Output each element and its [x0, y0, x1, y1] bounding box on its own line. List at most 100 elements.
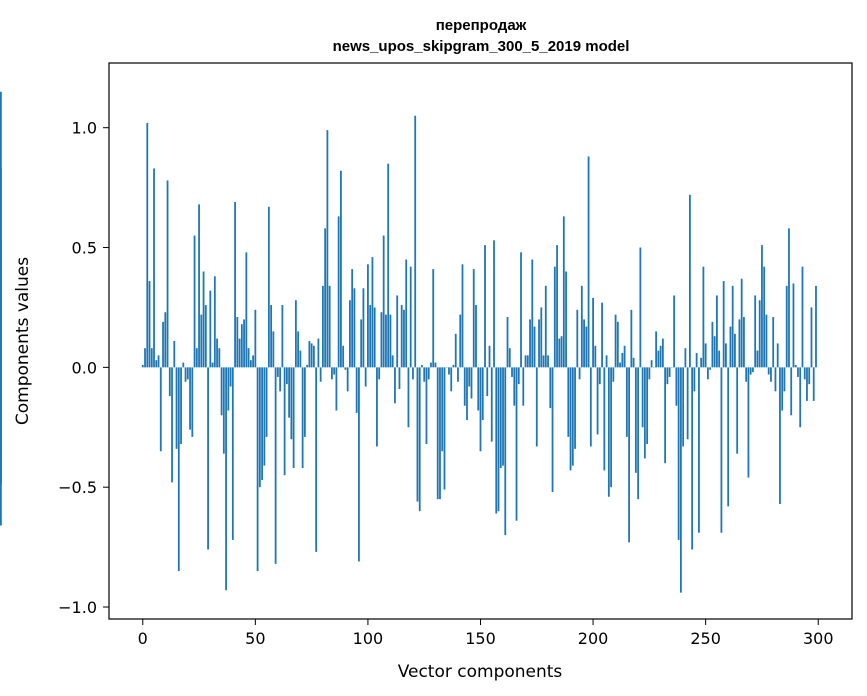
bar-215	[625, 367, 628, 437]
bar-193	[576, 309, 579, 368]
bar-142	[461, 264, 464, 368]
bar-190	[569, 367, 572, 471]
bar-125	[423, 367, 426, 382]
bar-48	[249, 360, 252, 368]
bar-234	[668, 367, 671, 377]
bar-256	[718, 350, 721, 368]
bar-73	[306, 364, 309, 368]
bar-255	[716, 295, 718, 368]
bar-291	[797, 367, 799, 377]
bar-223	[643, 367, 646, 459]
bar-137	[450, 367, 453, 392]
bar-85	[333, 367, 336, 375]
bar-202	[596, 367, 599, 435]
chart-title: перепродаж	[436, 17, 527, 34]
bar-83	[328, 285, 331, 368]
bar-110	[389, 314, 392, 368]
bar-240	[682, 367, 685, 447]
bar-230	[659, 345, 662, 368]
bar-112	[394, 367, 396, 404]
bar-56	[267, 206, 270, 368]
bar-263	[734, 333, 736, 368]
y-tick-label: 0.5	[72, 239, 97, 258]
bar-226	[650, 360, 653, 368]
bar-121	[414, 115, 417, 368]
bar-3	[148, 281, 151, 368]
bar-55	[265, 367, 268, 437]
bar-94	[353, 288, 356, 368]
bar-179	[544, 285, 547, 368]
y-tick-label: 1.0	[72, 119, 97, 138]
bar-233	[666, 367, 669, 385]
bar-67	[292, 367, 295, 469]
bar-101	[369, 305, 372, 368]
bar-96	[358, 367, 360, 562]
y-tick-label: −0.5	[58, 478, 97, 497]
bar-261	[729, 326, 732, 368]
bar-29	[207, 367, 209, 550]
bar-168	[520, 252, 522, 368]
bar-26	[200, 314, 203, 368]
bar-28	[204, 305, 207, 368]
bar-undefined	[0, 367, 2, 483]
x-tick-label: 200	[578, 629, 609, 648]
bar-14	[173, 341, 176, 368]
x-tick-label: 300	[803, 629, 834, 648]
bar-212	[619, 362, 621, 368]
bar-62	[281, 305, 284, 368]
bar-133	[441, 367, 444, 452]
bar-273	[756, 350, 759, 368]
bar-250	[704, 343, 707, 368]
bar-103	[373, 307, 376, 368]
bar-156	[493, 240, 495, 368]
bar-229	[657, 350, 660, 368]
bar-93	[351, 269, 354, 368]
bar-44	[240, 324, 243, 368]
bar-23	[193, 235, 196, 368]
bar-0	[141, 364, 144, 368]
bar-280	[772, 317, 775, 368]
bar-247	[698, 367, 700, 533]
bar-143	[463, 367, 466, 406]
bar-undefined	[0, 367, 2, 423]
bar-33	[216, 338, 218, 368]
bar-236	[673, 295, 676, 368]
bar-51	[256, 367, 259, 572]
bar-203	[598, 367, 601, 385]
bar-68	[294, 300, 297, 368]
bar-84	[331, 367, 333, 380]
bar-87	[337, 216, 340, 368]
x-axis-label: Vector components	[398, 662, 563, 682]
bar-150	[479, 367, 482, 452]
bar-76	[312, 345, 315, 368]
bar-184	[556, 245, 558, 368]
bar-34	[218, 348, 221, 368]
bar-1	[144, 348, 146, 368]
bar-146	[470, 367, 473, 399]
bar-19	[184, 367, 187, 382]
bar-222	[641, 367, 644, 428]
bar-204	[601, 302, 603, 368]
bar-224	[646, 367, 649, 445]
bar-7	[157, 355, 160, 368]
bar-208	[610, 367, 612, 488]
bar-225	[648, 367, 651, 380]
bar-297	[810, 307, 813, 368]
bar-99	[364, 367, 367, 387]
bar-38	[227, 367, 230, 411]
x-tick-label: 250	[690, 629, 721, 648]
bar-182	[551, 367, 554, 492]
bar-15	[175, 367, 178, 449]
bar-244	[691, 367, 694, 550]
bar-88	[340, 170, 342, 368]
bar-172	[529, 319, 531, 368]
bar-45	[243, 319, 245, 368]
bar-246	[695, 352, 698, 368]
bar-241	[684, 348, 687, 368]
bar-198	[587, 156, 590, 368]
bar-75	[310, 343, 313, 368]
bar-218	[632, 357, 635, 368]
bar-161	[504, 367, 507, 536]
bar-199	[589, 367, 592, 447]
